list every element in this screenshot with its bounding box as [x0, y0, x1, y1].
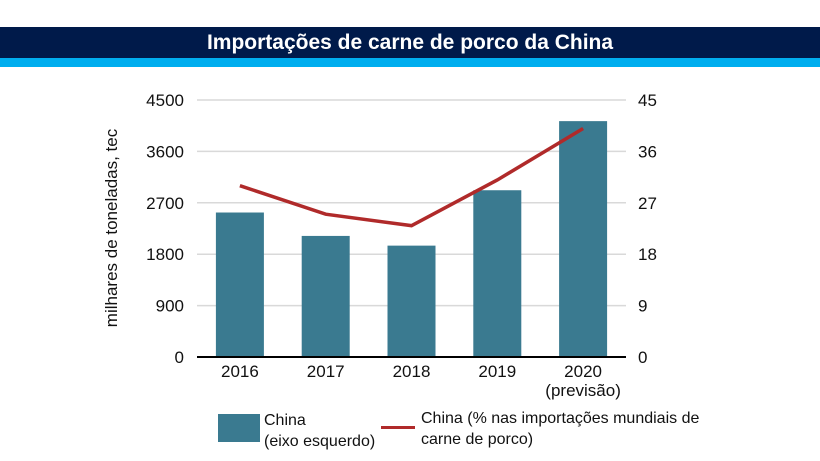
y2-tick-label: 9 — [638, 297, 647, 316]
legend-line-line2: carne de porco) — [421, 431, 534, 448]
x-tick-label: 2018 — [393, 362, 431, 381]
accent-strip — [0, 58, 820, 67]
y-tick-label: 900 — [156, 297, 184, 316]
y-tick-label: 2700 — [146, 194, 184, 213]
bar — [387, 245, 436, 357]
legend-label-line: China (% nas importações mundiais de car… — [421, 408, 699, 450]
x-tick-label: 2019 — [478, 362, 516, 381]
legend-swatch-bar — [218, 414, 260, 442]
legend-swatch-line — [381, 426, 415, 429]
x-tick-label: 2020 — [564, 362, 602, 381]
x-tick-label: 2017 — [307, 362, 345, 381]
y-tick-label: 1800 — [146, 245, 184, 264]
bar — [473, 190, 522, 357]
legend-bar-line1: China — [264, 412, 306, 429]
chart-title: Importações de carne de porco da China — [0, 27, 820, 58]
y2-tick-label: 45 — [638, 91, 657, 110]
legend-line-line1: China (% nas importações mundiais de — [421, 410, 700, 427]
y-tick-label: 4500 — [146, 91, 184, 110]
y-axis-label: milhares de toneladas, tec — [102, 128, 121, 327]
y2-tick-label: 0 — [638, 348, 647, 367]
y2-tick-label: 18 — [638, 245, 657, 264]
line-series — [239, 127, 584, 228]
y2-tick-label: 36 — [638, 142, 657, 161]
legend-label-bar: China (eixo esquerdo) — [264, 410, 375, 452]
x-tick-label: (previsão) — [545, 381, 621, 400]
bar — [559, 121, 608, 358]
bar — [215, 212, 264, 357]
legend-bar-line2: (eixo esquerdo) — [264, 433, 376, 450]
y2-tick-label: 27 — [638, 194, 657, 213]
y-tick-label: 3600 — [146, 142, 184, 161]
bar — [301, 235, 350, 357]
x-tick-label: 2016 — [221, 362, 259, 381]
y-tick-label: 0 — [175, 348, 184, 367]
